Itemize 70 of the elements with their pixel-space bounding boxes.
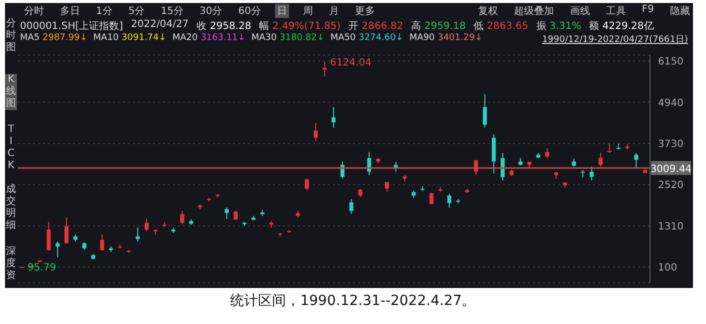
candlestick [224, 206, 229, 220]
text: 30分 [198, 5, 224, 18]
text: MA20 3163.11↓ [172, 33, 246, 43]
text: F9 [642, 4, 654, 17]
text: 更多 [354, 5, 376, 18]
y-tick-label: 4940 [658, 98, 684, 109]
text: MA50 3274.60↓ [330, 33, 404, 43]
text: 000001.SH[上证指数] [20, 20, 124, 33]
candlestick [447, 193, 452, 208]
candlestick [634, 152, 638, 168]
text: 分时图 [5, 18, 17, 54]
candlestick [100, 234, 104, 252]
text: 深度资 [5, 246, 17, 282]
text: 15分 [160, 5, 184, 18]
text: 复权 [478, 4, 498, 18]
candlestick [349, 198, 354, 214]
candlestick [64, 216, 69, 244]
candlestick [492, 134, 496, 174]
text: 成交明细 [5, 184, 17, 232]
candlestick [545, 148, 550, 159]
candlestick [500, 152, 505, 182]
text: K线图 [5, 74, 17, 110]
candlestick [607, 142, 612, 154]
text: 高 2959.18 [411, 21, 466, 32]
y-tick-label: 100 [658, 262, 678, 274]
text: MA5 2987.99↓ [20, 33, 88, 43]
ref-line-label: 3009.44 [650, 164, 692, 175]
candlestick [598, 152, 603, 168]
annotation: 95.79 [27, 262, 56, 274]
text: MA30 3180.82↓ [251, 33, 324, 43]
candlestick [332, 106, 336, 128]
y-tick-label: 6150 [658, 56, 684, 68]
candlestick [46, 221, 51, 252]
candlestick [136, 227, 140, 242]
candlestick [482, 94, 487, 128]
y-tick-label: 3730 [658, 139, 684, 150]
text: 多日 [59, 5, 81, 18]
text: 画线 [570, 4, 590, 18]
y-tick-label: 2520 [658, 180, 684, 192]
text: 日 [274, 4, 289, 18]
text: 分时 [23, 4, 45, 18]
text: 周 [302, 5, 314, 18]
text: 幅 2.49%(71.85) [259, 21, 341, 32]
text: 1分 [95, 5, 114, 18]
text: TICK [6, 124, 16, 172]
text: 月 [328, 5, 340, 18]
candlestick [234, 210, 238, 221]
candlestick [590, 166, 594, 181]
text: 60分 [237, 5, 262, 18]
text: MA10 3091.74↓ [93, 33, 166, 43]
candlestick [304, 178, 309, 191]
text: 统计区间，1990.12.31--2022.4.27。 [229, 292, 477, 310]
text: 工具 [606, 5, 626, 18]
text: 5分 [127, 5, 146, 18]
text: MA90 3401.29↓ [409, 33, 482, 43]
text: 隐藏 [670, 4, 690, 18]
text: 开 2866.82 [348, 21, 404, 32]
y-tick-label: 1310 [658, 221, 684, 232]
text: 2022/04/27 [131, 19, 189, 32]
text: 额 4229.28亿 [589, 21, 654, 32]
text: 低 2863.65 [474, 21, 528, 32]
text: 振 3.31% [536, 21, 582, 32]
candlestick [180, 210, 184, 225]
candlestick [314, 122, 318, 142]
text: 1990/12/19-2022/04/27(7661日) [542, 34, 688, 46]
candlestick [144, 218, 149, 232]
text: 收 2958.28 [196, 21, 252, 32]
candlestick [56, 240, 60, 258]
text: 超级叠加 [514, 4, 554, 18]
annotation: 6124.04 [330, 58, 372, 69]
